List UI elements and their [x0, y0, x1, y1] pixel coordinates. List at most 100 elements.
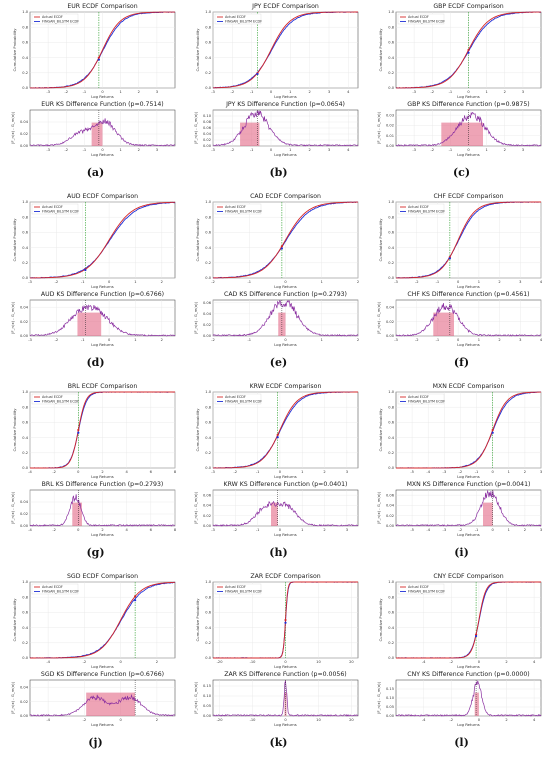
ks-xtick-label: -3 — [28, 338, 32, 342]
ecdf-ytick-label: 0.8 — [22, 405, 28, 409]
ks-ylabel: |F_n(x) - G_m(x)| — [193, 302, 198, 334]
ks-plot-area — [395, 489, 542, 527]
ecdf-actual-marker — [77, 428, 80, 432]
ecdf-xtick-label: 2 — [357, 280, 359, 284]
ecdf-xlabel: Log Returns — [91, 94, 114, 99]
ecdf-ytick-label: 0.4 — [22, 56, 28, 60]
ecdf-ylabel: Cumulative Probability — [378, 218, 383, 262]
legend-box — [31, 583, 79, 595]
ecdf-xtick-label: 3 — [540, 470, 542, 474]
ks-ytick-label: 0.04 — [20, 120, 29, 124]
ks-ytick-label: 0.02 — [20, 512, 28, 516]
ks-ytick-label: 0.00 — [203, 524, 212, 528]
legend-label-actual: Actual ECDF — [225, 15, 246, 19]
ks-xtick-label: 1 — [289, 148, 291, 152]
ecdf-xtick-label: -4 — [422, 660, 426, 664]
ecdf-ytick-label: 0.8 — [388, 405, 394, 409]
ks-ytick-label: 0.02 — [386, 124, 394, 128]
ks-difference-line — [395, 680, 542, 717]
ks-shaded-region — [271, 502, 278, 526]
ecdf-synthetic-marker — [77, 431, 80, 434]
ks-xtick-label: -3 — [211, 528, 215, 532]
ks-ylabel: |F_n(x) - G_m(x)| — [193, 492, 198, 524]
ecdf-ytick-label: 1.0 — [388, 390, 394, 394]
ecdf-ytick-label: 0.0 — [205, 276, 211, 280]
ks-title: JPY KS Difference Function (p=0.0654) — [225, 101, 345, 108]
ecdf-actual-line — [212, 201, 359, 279]
ks-ytick-label: 0.10 — [203, 694, 212, 698]
ecdf-title: GBP ECDF Comparison — [433, 3, 503, 10]
legend-box — [397, 393, 445, 405]
ks-xtick-label: 0 — [108, 338, 111, 342]
legend-label-synthetic: FINGAN_BiLSTM ECDF — [408, 210, 445, 214]
ks-ytick-label: 0.02 — [20, 700, 28, 704]
ecdf-ytick-label: 0.6 — [22, 41, 28, 45]
ks-ylabel: |F_n(x) - G_m(x)| — [193, 682, 198, 714]
subfigure-label: (b) — [269, 166, 287, 179]
legend-label-synthetic: FINGAN_BiLSTM ECDF — [408, 20, 445, 24]
ks-xtick-label: 2 — [504, 148, 506, 152]
ecdf-ytick-label: 0.4 — [205, 56, 211, 60]
ecdf-actual-marker — [97, 56, 100, 59]
ks-ytick-label: 0.02 — [386, 514, 394, 518]
legend-label-actual: Actual ECDF — [408, 15, 429, 19]
ks-title: GBP KS Difference Function (p=0.9875) — [407, 101, 529, 108]
ecdf-xtick-label: 1 — [301, 470, 303, 474]
ecdf-xtick-label: -3 — [28, 280, 32, 284]
ks-xtick-label: -2 — [415, 338, 419, 342]
ecdf-ytick-label: 0.8 — [205, 215, 211, 219]
ks-xtick-label: 3 — [156, 148, 158, 152]
ecdf-ytick-label: 0.2 — [205, 641, 211, 645]
ecdf-xtick-label: 10 — [316, 660, 321, 664]
ecdf-ytick-label: 0.2 — [388, 71, 394, 75]
ks-difference-line — [212, 500, 359, 527]
ks-xtick-label: -1 — [256, 528, 260, 532]
ecdf-xtick-label: 1 — [508, 470, 510, 474]
ecdf-ytick-label: 1.0 — [388, 10, 394, 14]
ks-xtick-label: -2 — [211, 338, 215, 342]
ks-ytick-label: 0.00 — [20, 524, 29, 528]
ks-ytick-label: 0.10 — [203, 114, 212, 118]
ecdf-ylabel: Cumulative Probability — [195, 28, 200, 72]
ks-xtick-label: -3 — [412, 148, 416, 152]
ks-xlabel: Log Returns — [457, 152, 480, 157]
legend-label-synthetic: FINGAN_BiLSTM ECDF — [225, 20, 262, 24]
ecdf-ytick-label: 0.4 — [205, 246, 211, 250]
ks-ytick-label: 0.08 — [203, 120, 212, 124]
ks-shaded-region — [77, 312, 102, 336]
ecdf-xlabel: Log Returns — [274, 284, 297, 289]
ks-xtick-label: 2 — [524, 528, 526, 532]
ks-ytick-label: 0.04 — [203, 132, 212, 136]
panel-j: SGD ECDF Comparison -4 -2 0 2 0.0 0.2 0.4 0.6 0.8… — [10, 573, 176, 749]
ecdf-xlabel: Log Returns — [91, 474, 114, 479]
panel-g: BRL ECDF Comparison -4 -2 0 2 4 6 8 0.0 0.2 0.4 0.6… — [10, 383, 177, 559]
ecdf-ytick-label: 0.2 — [22, 71, 28, 75]
ecdf-ytick-label: 1.0 — [388, 580, 394, 584]
ecdf-actual-marker — [491, 428, 494, 432]
ecdf-ytick-label: 0.0 — [22, 466, 28, 470]
ecdf-ytick-label: 0.8 — [22, 25, 28, 29]
ecdf-ytick-label: 0.2 — [22, 641, 28, 645]
ks-title: KRW KS Difference Function (p=0.0401) — [224, 481, 348, 488]
ecdf-ytick-label: 0.6 — [205, 231, 211, 235]
ecdf-xtick-label: 2 — [498, 280, 500, 284]
ecdf-ytick-label: 0.6 — [388, 611, 394, 615]
ecdf-xtick-label: 2 — [138, 90, 140, 94]
ecdf-xtick-label: 4 — [347, 90, 350, 94]
ecdf-xtick-label: 2 — [101, 470, 103, 474]
ks-ytick-label: 0.02 — [203, 514, 211, 518]
subfigure-label: (a) — [87, 166, 105, 179]
ks-difference-line — [212, 110, 359, 147]
ecdf-xtick-label: 0 — [279, 470, 282, 474]
ks-xtick-label: 4 — [126, 528, 129, 532]
ecdf-ylabel: Cumulative Probability — [12, 218, 17, 262]
ks-xtick-label: 0 — [270, 148, 273, 152]
ecdf-ytick-label: 0.0 — [22, 86, 28, 90]
ks-xlabel: Log Returns — [274, 532, 297, 537]
subfigure-label: (c) — [453, 166, 470, 179]
ecdf-title: MXN ECDF Comparison — [433, 383, 505, 390]
legend-label-synthetic: FINGAN_BiLSTM ECDF — [408, 590, 445, 594]
